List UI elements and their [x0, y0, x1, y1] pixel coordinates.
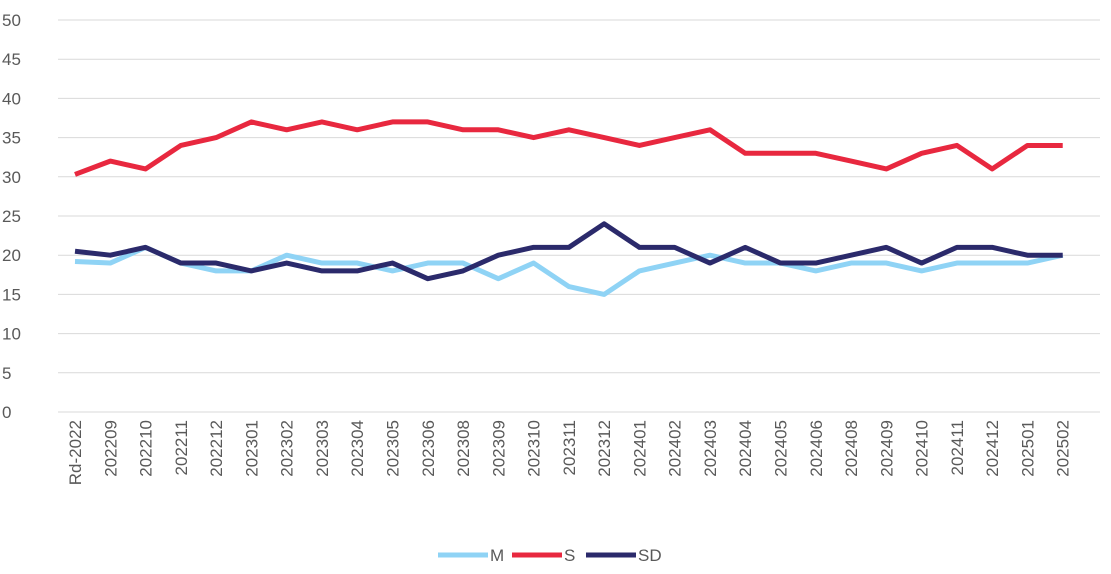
legend-label: S	[564, 546, 575, 565]
series-line	[74, 244, 1064, 297]
x-tick-label: 202304	[348, 420, 367, 477]
y-tick-label: 50	[2, 11, 21, 30]
series-line	[74, 119, 1063, 177]
x-tick-label: 202402	[666, 420, 685, 477]
y-tick-label: 15	[2, 285, 21, 304]
x-tick-label: 202209	[101, 420, 120, 477]
legend-label: SD	[638, 546, 662, 565]
x-tick-label: 202210	[137, 420, 156, 477]
y-tick-label: 25	[2, 207, 21, 226]
x-tick-label: 202305	[383, 420, 402, 477]
x-tick-label: 202312	[595, 420, 614, 477]
x-tick-label: 202501	[1018, 420, 1037, 477]
x-tick-label: 202301	[242, 420, 261, 477]
y-tick-label: 40	[2, 89, 21, 108]
legend-label: M	[490, 546, 504, 565]
x-tick-label: 202211	[172, 420, 191, 475]
x-tick-label: 202410	[913, 420, 932, 477]
x-tick-label: 202406	[807, 420, 826, 477]
x-tick-label: 202306	[419, 420, 438, 477]
y-tick-label: 0	[2, 403, 11, 422]
x-tick-label: 202311	[560, 420, 579, 475]
x-tick-label: 202403	[701, 420, 720, 477]
x-tick-label: 202412	[983, 420, 1002, 477]
x-tick-label: 202502	[1054, 420, 1073, 477]
y-tick-label: 35	[2, 129, 21, 148]
y-tick-label: 30	[2, 168, 21, 187]
y-tick-label: 5	[2, 364, 11, 383]
x-tick-label: 202310	[525, 420, 544, 477]
x-tick-label: 202401	[630, 420, 649, 477]
x-tick-label: 202212	[207, 420, 226, 477]
x-tick-label: 202408	[842, 420, 861, 477]
y-tick-label: 10	[2, 325, 21, 344]
x-tick-label: 202308	[454, 420, 473, 477]
x-tick-label: 202405	[772, 420, 791, 477]
x-tick-label: 202309	[489, 420, 508, 477]
series-line	[74, 221, 1063, 282]
x-tick-label: 202303	[313, 420, 332, 477]
y-tick-label: 45	[2, 50, 21, 69]
x-tick-label: 202404	[736, 420, 755, 477]
x-tick-label: 202302	[278, 420, 297, 477]
x-tick-label: 202409	[877, 420, 896, 477]
x-tick-label: Rd-2022	[66, 420, 85, 485]
y-tick-label: 20	[2, 246, 21, 265]
x-tick-label: 202411	[948, 420, 967, 475]
